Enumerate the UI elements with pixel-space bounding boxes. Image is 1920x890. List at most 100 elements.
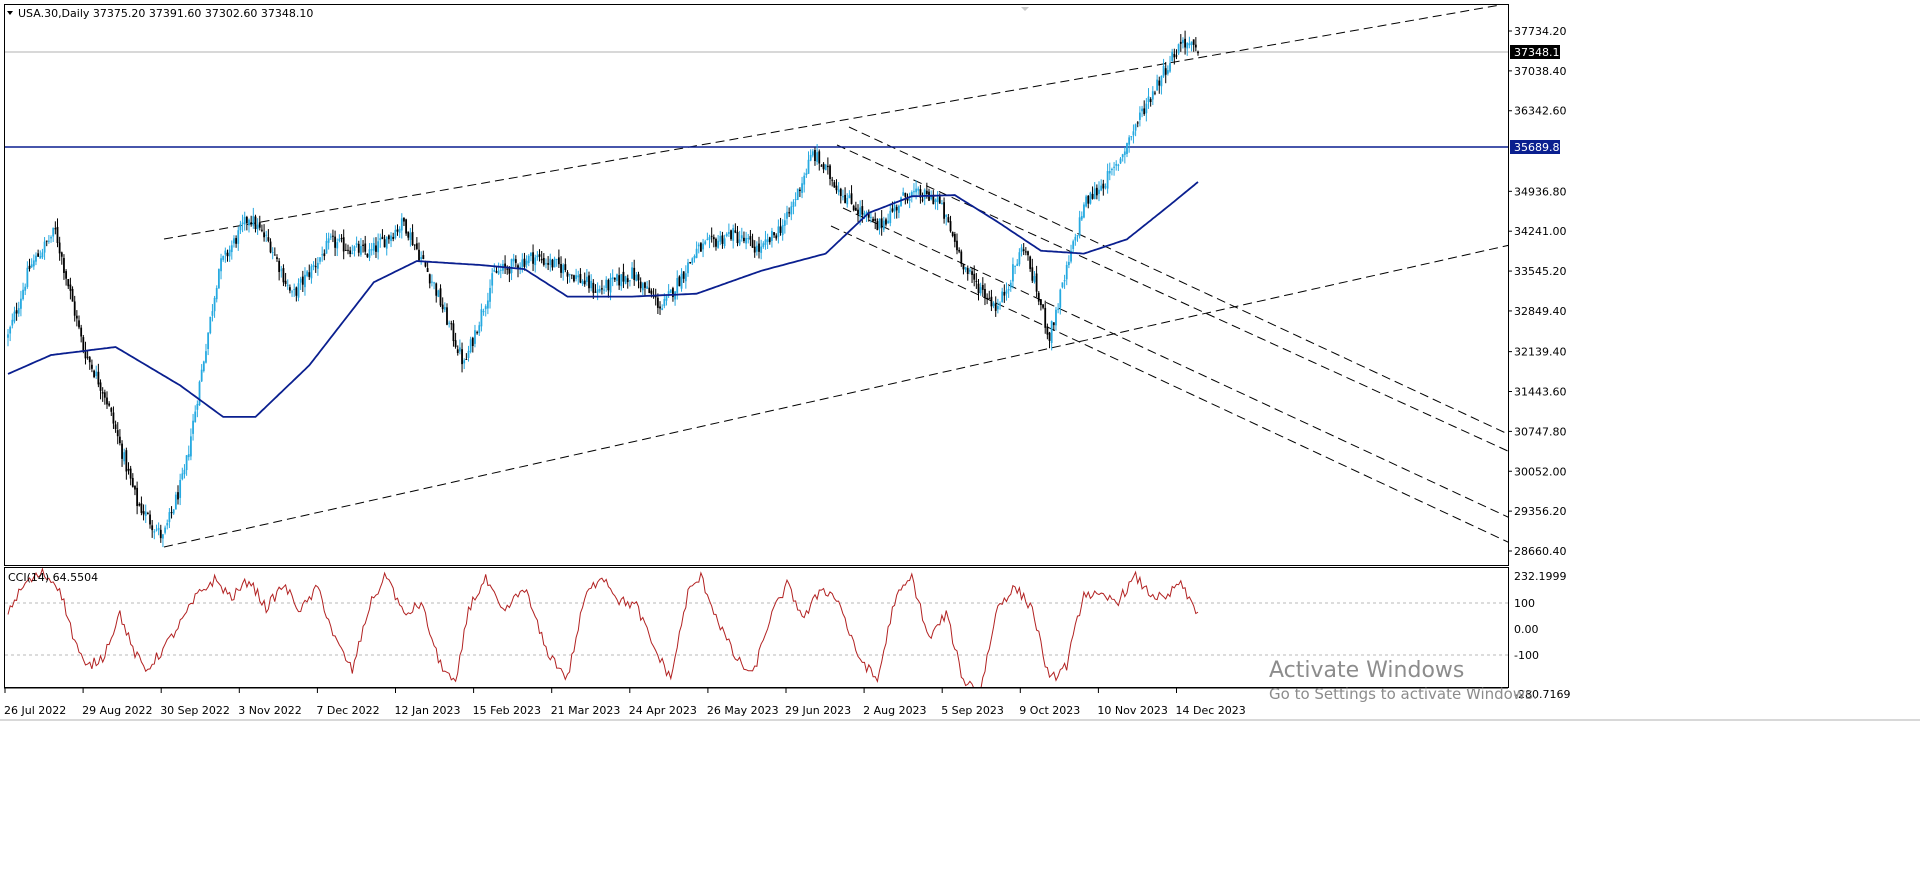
trend-lines[interactable] bbox=[163, 5, 1510, 548]
activate-windows-subtitle: Go to Settings to activate Windows. bbox=[1269, 685, 1538, 703]
candle-body bbox=[340, 238, 343, 240]
candle-body bbox=[990, 296, 993, 307]
candle-body bbox=[1018, 252, 1021, 265]
candle-body bbox=[934, 199, 937, 203]
candle-body bbox=[1078, 217, 1081, 236]
candle-body bbox=[908, 198, 911, 201]
candle-body bbox=[680, 273, 683, 289]
candle-body bbox=[1175, 55, 1178, 57]
candle-body bbox=[585, 276, 588, 283]
candle-body bbox=[1169, 63, 1171, 72]
candle-body bbox=[47, 240, 50, 242]
candle-body bbox=[13, 311, 16, 322]
time-tick-label: 10 Nov 2023 bbox=[1097, 704, 1167, 717]
candle-body bbox=[820, 165, 823, 167]
candle-body bbox=[631, 267, 633, 279]
candle-body bbox=[1117, 164, 1120, 166]
candle-body bbox=[689, 262, 692, 264]
current-price-label-bg bbox=[1510, 45, 1560, 59]
candle-body bbox=[904, 192, 907, 197]
candle-body bbox=[297, 283, 300, 298]
candle-body bbox=[609, 278, 612, 293]
activate-windows-title: Activate Windows bbox=[1269, 658, 1464, 683]
cci-panel[interactable] bbox=[5, 568, 1508, 690]
candle-body bbox=[32, 260, 35, 267]
candle-body bbox=[751, 239, 754, 248]
candle-body bbox=[596, 289, 599, 293]
candle-body bbox=[392, 236, 395, 239]
candle-body bbox=[248, 219, 250, 226]
candle-body bbox=[325, 240, 328, 254]
price-tick-label: 29356.20 bbox=[1514, 505, 1567, 518]
chart-shift-marker[interactable] bbox=[1021, 7, 1029, 11]
candle-body bbox=[461, 349, 463, 365]
candle-body bbox=[166, 523, 169, 526]
candle-body bbox=[1134, 124, 1137, 131]
price-axis[interactable]: 37734.20 37038.40 36342.60 34936.80 34241.00… bbox=[1508, 25, 1567, 558]
candle-body bbox=[1177, 44, 1180, 54]
trend-line-upper-channel[interactable] bbox=[163, 5, 1501, 240]
price-tick-label: 30052.00 bbox=[1514, 465, 1567, 478]
trend-line-lower-channel[interactable] bbox=[163, 244, 1510, 548]
candle-body bbox=[504, 263, 506, 268]
candle-body bbox=[693, 256, 696, 259]
candle-body bbox=[123, 452, 126, 462]
candle-body bbox=[239, 224, 242, 231]
candle-body bbox=[644, 282, 646, 288]
candle-body bbox=[1192, 39, 1195, 45]
candle-body bbox=[293, 289, 296, 291]
candle-body bbox=[205, 351, 207, 363]
candle-body bbox=[897, 205, 900, 213]
candle-body bbox=[628, 280, 631, 282]
main-chart-area[interactable] bbox=[5, 5, 1510, 548]
candle-body bbox=[570, 274, 573, 276]
candle-body bbox=[50, 237, 52, 239]
time-tick-label: 29 Jun 2023 bbox=[785, 704, 851, 717]
candle-body bbox=[1156, 79, 1159, 91]
candle-body bbox=[45, 240, 48, 242]
trend-line-desc-channel-lower-2[interactable] bbox=[830, 225, 1510, 543]
candle-body bbox=[811, 151, 814, 156]
candle-body bbox=[882, 220, 885, 230]
trend-line-desc-channel-middle[interactable] bbox=[836, 144, 1510, 452]
candle-body bbox=[895, 206, 898, 211]
candle-body bbox=[611, 277, 614, 280]
candle-body bbox=[878, 218, 881, 229]
candle-body bbox=[271, 252, 274, 254]
candle-body bbox=[385, 237, 388, 249]
candle-body bbox=[495, 271, 498, 273]
cci-tick-label: 232.1999 bbox=[1514, 570, 1567, 583]
candle-body bbox=[319, 257, 321, 262]
time-axis[interactable]: 26 Jul 2022 29 Aug 2022 30 Sep 2022 3 Nov 2… bbox=[4, 688, 1246, 717]
candle-body bbox=[190, 436, 192, 457]
time-tick-label: 26 Jul 2022 bbox=[4, 704, 66, 717]
candle-body bbox=[179, 479, 182, 498]
candle-body bbox=[893, 204, 896, 212]
candle-body bbox=[506, 268, 509, 270]
candle-body bbox=[400, 218, 403, 231]
candle-body bbox=[781, 225, 784, 236]
trend-line-desc-channel-lower-1[interactable] bbox=[842, 207, 1510, 518]
candle-body bbox=[308, 272, 311, 277]
trend-line-desc-channel-top[interactable] bbox=[848, 126, 1510, 435]
candle-body bbox=[626, 278, 629, 283]
triangle-down-icon[interactable] bbox=[7, 11, 13, 15]
candle-body bbox=[131, 477, 134, 487]
candle-body bbox=[1154, 92, 1156, 94]
candle-body bbox=[704, 241, 707, 244]
candle-body bbox=[734, 230, 737, 233]
candle-body bbox=[672, 288, 674, 298]
candle-body bbox=[887, 220, 890, 224]
candle-body bbox=[826, 165, 829, 168]
candle-body bbox=[463, 360, 466, 364]
candle-body bbox=[964, 267, 967, 270]
candle-body bbox=[697, 244, 700, 247]
candle-body bbox=[1128, 137, 1131, 145]
candle-body bbox=[1160, 75, 1163, 87]
price-tick-label: 34936.80 bbox=[1514, 185, 1567, 198]
candle-body bbox=[63, 258, 65, 273]
candles bbox=[7, 30, 1199, 548]
candle-body bbox=[280, 269, 283, 271]
candle-body bbox=[1087, 195, 1090, 204]
